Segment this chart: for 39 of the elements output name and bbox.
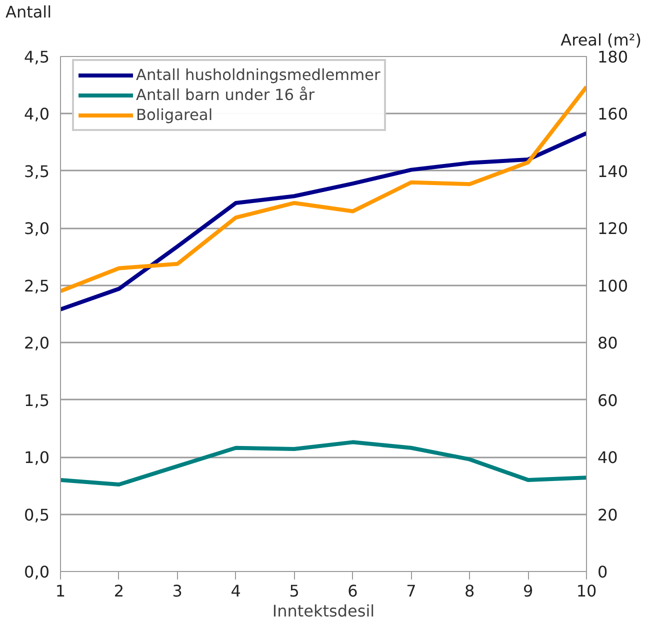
x-axis-title: Inntektsdesil bbox=[272, 602, 375, 620]
y2-tick-label: 120 bbox=[598, 219, 628, 238]
y2-tick-label: 40 bbox=[598, 448, 618, 468]
y2-tick-label: 60 bbox=[598, 390, 618, 410]
legend-label: Antall barn under 16 år bbox=[136, 86, 315, 104]
legend-label: Boligareal bbox=[136, 106, 213, 124]
y2-tick-label: 140 bbox=[598, 162, 628, 181]
y-tick-label: 1,0 bbox=[24, 448, 50, 468]
line-series bbox=[60, 84, 586, 294]
legend-label: Antall husholdningsmedlemmer bbox=[136, 66, 380, 84]
x-tick-label: 2 bbox=[114, 582, 124, 600]
y2-tick-label: 100 bbox=[598, 276, 628, 296]
x-tick-label: 8 bbox=[464, 582, 475, 600]
x-tick-label: 1 bbox=[55, 582, 66, 600]
y-tick-label: 2,0 bbox=[24, 334, 50, 353]
x-tick-label: 6 bbox=[348, 582, 358, 600]
line-series bbox=[60, 440, 586, 487]
y-tick-label: 1,5 bbox=[24, 390, 50, 410]
y2-tick-label: 180 bbox=[598, 48, 628, 66]
y2-tick-label: 160 bbox=[598, 104, 628, 124]
y-tick-label: 0,5 bbox=[24, 505, 50, 524]
y2-tick-label: 20 bbox=[598, 505, 618, 524]
y-tick-label: 4,0 bbox=[24, 104, 50, 124]
line-series bbox=[60, 131, 586, 312]
y-tick-label: 3,5 bbox=[24, 162, 50, 181]
y2-tick-label: 0 bbox=[598, 562, 608, 582]
y-tick-label: 0,0 bbox=[24, 562, 50, 582]
y2-axis-title: Areal (m²) bbox=[560, 30, 642, 50]
y-axis-title: Antall bbox=[6, 2, 52, 22]
y2-tick-label: 80 bbox=[598, 334, 618, 353]
x-tick-label: 3 bbox=[172, 582, 182, 600]
x-tick-label: 9 bbox=[522, 582, 534, 600]
x-tick-label: 7 bbox=[406, 582, 416, 600]
x-tick-label: 10 bbox=[576, 582, 597, 600]
x-tick-label: 4 bbox=[230, 582, 241, 600]
x-tick-label: 5 bbox=[289, 582, 300, 600]
y-tick-label: 4,5 bbox=[24, 48, 50, 66]
y-tick-label: 2,5 bbox=[24, 276, 50, 296]
y-tick-label: 3,0 bbox=[24, 219, 50, 238]
